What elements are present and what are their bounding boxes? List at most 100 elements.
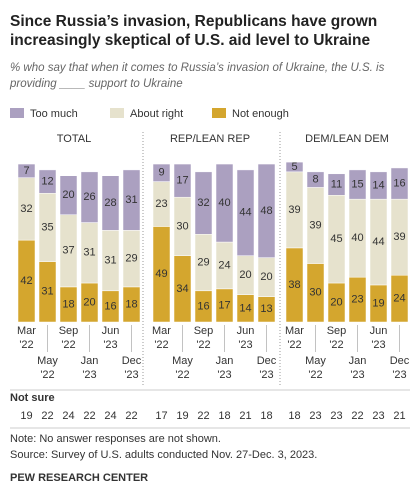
bar-segment: [327, 173, 346, 196]
value-label: 20: [62, 189, 74, 201]
panel-title: REP/LEAN REP: [170, 133, 250, 145]
x-tick-label: May: [305, 355, 326, 367]
value-label: 32: [197, 197, 209, 209]
value-label: 37: [62, 245, 74, 257]
value-label: 42: [20, 275, 32, 287]
x-tick-label: Sep: [194, 325, 214, 337]
x-tick-label: Sep: [59, 325, 79, 337]
not-sure-value: 19: [176, 410, 188, 422]
value-label: 12: [41, 176, 53, 188]
not-sure-value: 22: [41, 410, 53, 422]
x-tick-label: Dec: [257, 355, 277, 367]
bar-segment: [17, 163, 36, 178]
bar-segment: [194, 171, 213, 235]
x-tick-label: Mar: [152, 325, 171, 337]
x-tick-label: Jan: [216, 355, 234, 367]
value-label: 11: [331, 178, 342, 190]
bar-segment: [152, 163, 171, 182]
not-sure-value: 19: [20, 410, 32, 422]
value-label: 16: [104, 300, 116, 312]
bar-segment: [306, 171, 325, 188]
x-tick-label: '22: [196, 339, 210, 351]
not-sure-value: 21: [393, 410, 405, 422]
value-label: 16: [197, 300, 209, 312]
x-tick-label: '23: [350, 369, 364, 381]
x-tick-label: '22: [19, 339, 33, 351]
value-label: 31: [125, 194, 137, 206]
legend-swatch: [10, 108, 24, 118]
source: PEW RESEARCH CENTER: [10, 472, 148, 484]
value-label: 28: [104, 197, 116, 209]
x-tick-label: Jun: [237, 325, 255, 337]
panel-title: DEM/LEAN DEM: [305, 133, 389, 145]
legend-swatch: [212, 108, 226, 118]
x-tick-label: '22: [61, 339, 75, 351]
bar-segment: [236, 169, 255, 256]
bar-segment: [122, 169, 141, 231]
not-sure-value: 21: [239, 410, 251, 422]
value-label: 31: [83, 247, 95, 259]
value-label: 31: [41, 286, 53, 298]
value-label: 39: [393, 231, 405, 243]
bar-segment: [80, 171, 99, 223]
not-sure-value: 22: [197, 410, 209, 422]
value-label: 20: [239, 269, 251, 281]
x-tick-label: '23: [392, 369, 406, 381]
value-label: 44: [372, 236, 384, 248]
value-label: 20: [260, 271, 272, 283]
value-label: 35: [41, 221, 53, 233]
note: Source: Survey of U.S. adults conducted …: [10, 449, 317, 461]
legend-swatch: [110, 108, 124, 118]
not-sure-value: 24: [104, 410, 116, 422]
x-tick-label: '23: [103, 339, 117, 351]
x-tick-label: Jan: [81, 355, 99, 367]
x-tick-label: Jan: [349, 355, 367, 367]
bar-segment: [59, 175, 78, 215]
value-label: 18: [62, 298, 74, 310]
x-tick-label: '22: [287, 339, 301, 351]
bar-segment: [101, 175, 120, 231]
not-sure-value: 23: [309, 410, 321, 422]
x-tick-label: '22: [154, 339, 168, 351]
bar-segment: [348, 169, 367, 200]
x-tick-label: Jun: [102, 325, 120, 337]
x-tick-label: Sep: [327, 325, 347, 337]
value-label: 24: [393, 293, 405, 305]
not-sure-value: 18: [288, 410, 300, 422]
legend-label: Not enough: [232, 108, 289, 120]
value-label: 48: [260, 205, 272, 217]
bar-segment: [257, 163, 276, 258]
bar-segment: [390, 167, 409, 200]
value-label: 20: [83, 296, 95, 308]
x-tick-label: '22: [40, 369, 54, 381]
x-tick-label: '23: [82, 369, 96, 381]
not-sure-value: 24: [62, 410, 74, 422]
not-sure-label: Not sure: [10, 392, 55, 404]
legend-label: About right: [130, 108, 183, 120]
not-sure-value: 23: [372, 410, 384, 422]
value-label: 44: [239, 207, 251, 219]
value-label: 26: [83, 191, 95, 203]
not-sure-value: 18: [260, 410, 272, 422]
x-tick-label: Mar: [17, 325, 36, 337]
value-label: 34: [176, 283, 188, 295]
note: Note: No answer responses are not shown.: [10, 433, 221, 445]
x-tick-label: '23: [238, 339, 252, 351]
x-tick-label: '23: [217, 369, 231, 381]
x-tick-label: Dec: [122, 355, 142, 367]
value-label: 8: [312, 174, 318, 186]
legend-label: Too much: [30, 108, 78, 120]
value-label: 39: [288, 204, 300, 216]
chart-subtitle: % who say that when it comes to Russia’s…: [10, 62, 385, 90]
value-label: 39: [309, 219, 321, 231]
value-label: 40: [351, 232, 363, 244]
panel-title: TOTAL: [57, 133, 91, 145]
value-label: 5: [291, 161, 297, 173]
value-label: 40: [218, 197, 230, 209]
bar-segment: [369, 171, 388, 200]
x-tick-label: Jun: [370, 325, 388, 337]
value-label: 7: [23, 165, 29, 177]
value-label: 32: [20, 203, 32, 215]
x-tick-label: '23: [124, 369, 138, 381]
